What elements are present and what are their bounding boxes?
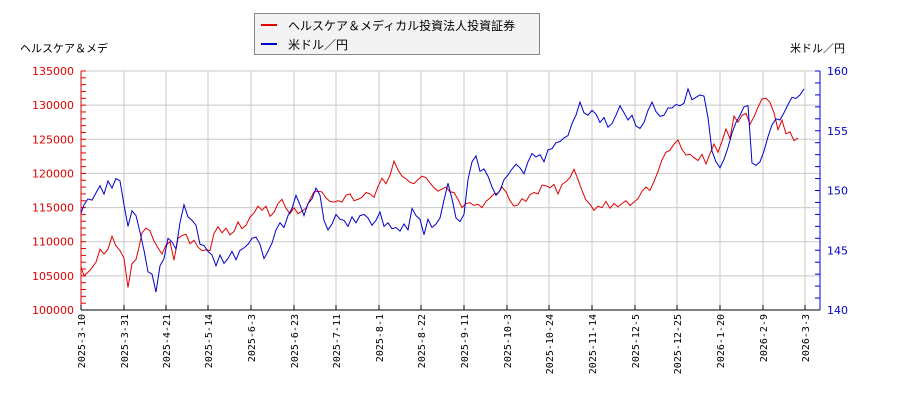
right-axis-title: 米ドル／円: [790, 42, 845, 55]
legend: ヘルスケア＆メディカル投資法人投資証券 米ドル／円: [254, 13, 540, 55]
left-tick-label: 130000: [32, 99, 74, 112]
x-tick-label: 2025-10-3: [503, 314, 514, 368]
x-axis: 2025-3-10 2025-3-31 2025-4-21 2025-5-14 2025…: [77, 305, 820, 374]
x-tick-label: 2026-3-3: [801, 314, 812, 362]
series-usdjpy-line: [80, 87, 805, 293]
left-tick-label: 105000: [32, 270, 74, 283]
legend-item-healthcare-reit: ヘルスケア＆メディカル投資法人投資証券: [261, 16, 515, 34]
x-tick-label: 2025-4-21: [162, 314, 173, 368]
legend-swatch-blue: [261, 43, 277, 45]
x-tick-label: 2025-5-14: [204, 314, 215, 368]
left-tick-label: 115000: [32, 202, 74, 215]
x-tick-label: 2025-12-5: [631, 314, 642, 368]
left-axis-title: ヘルスケア＆メデ: [20, 42, 108, 55]
x-tick-label: 2025-12-25: [673, 314, 684, 374]
left-tick-label: 100000: [32, 304, 74, 317]
x-tick-label: 2025-9-11: [460, 314, 471, 368]
right-tick-label: 145: [827, 244, 848, 257]
legend-swatch-red: [261, 24, 277, 26]
x-tick-label: 2026-1-20: [716, 314, 727, 368]
left-tick-label: 120000: [32, 167, 74, 180]
right-tick-label: 155: [827, 125, 848, 138]
series-healthcare-reit-line: [80, 97, 799, 288]
left-tick-label: 125000: [32, 133, 74, 146]
x-tick-label: 2025-6-3: [247, 314, 258, 362]
legend-label: 米ドル／円: [288, 37, 349, 52]
right-tick-label: 140: [827, 304, 848, 317]
right-tick-label: 150: [827, 185, 848, 198]
left-tick-label: 110000: [32, 236, 74, 249]
x-tick-label: 2025-11-14: [588, 314, 599, 374]
legend-label: ヘルスケア＆メディカル投資法人投資証券: [288, 18, 516, 33]
x-tick-label: 2025-6-23: [290, 314, 301, 368]
x-tick-label: 2025-3-31: [120, 314, 131, 368]
left-y-axis: 100000 105000 110000 115000 120000 125000 1300…: [32, 65, 86, 317]
right-tick-label: 160: [827, 65, 848, 78]
x-tick-label: 2025-7-11: [332, 314, 343, 368]
gridlines: [81, 70, 820, 311]
x-tick-label: 2025-8-22: [417, 314, 428, 368]
right-y-axis: 140 145 150 155 160: [815, 65, 848, 317]
legend-item-usdjpy: 米ドル／円: [261, 35, 348, 53]
x-tick-label: 2026-2-9: [759, 314, 770, 362]
x-tick-label: 2025-10-24: [545, 314, 556, 374]
x-tick-label: 2025-3-10: [77, 314, 88, 368]
left-tick-label: 135000: [32, 65, 74, 78]
x-tick-label: 2025-8-1: [375, 314, 386, 362]
